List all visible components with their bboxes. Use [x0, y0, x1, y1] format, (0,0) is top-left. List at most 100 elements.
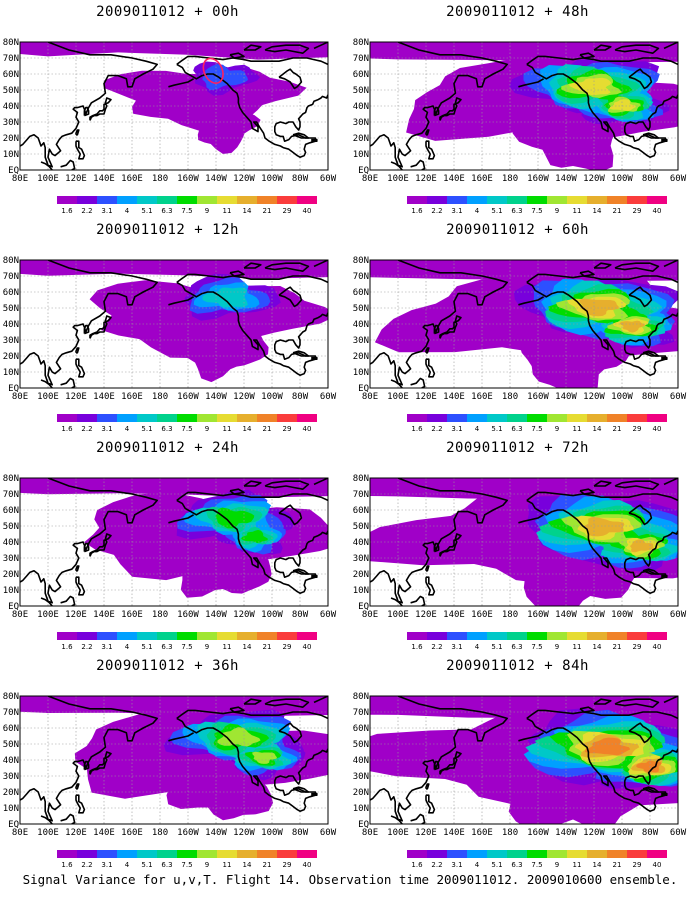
x-tick-label: 80W [292, 392, 309, 402]
x-tick-label: 120W [583, 174, 605, 184]
colorbar-label: 14 [243, 207, 252, 215]
colorbar-swatch [427, 850, 447, 858]
coastline [292, 132, 310, 139]
coastline [83, 106, 90, 117]
coastline [370, 696, 508, 822]
coastline [89, 751, 112, 775]
colorbar-swatch [157, 414, 177, 422]
variance-contour [217, 727, 261, 747]
coastline [425, 783, 430, 790]
y-tick-label: 80N [353, 256, 369, 266]
colorbar-swatch [607, 414, 627, 422]
colorbar-swatch [527, 196, 547, 204]
coastline [642, 132, 660, 139]
panel-title: 2009011012 + 48h [446, 4, 589, 20]
y-tick-label: 70N [3, 272, 19, 282]
coastline [176, 709, 258, 720]
colorbar-label: 7.5 [181, 643, 192, 651]
colorbar-swatch [137, 850, 157, 858]
colorbar-label: 14 [243, 861, 252, 869]
x-tick-label: 120E [65, 392, 87, 402]
y-tick-label: 10N [353, 150, 369, 160]
colorbar-label: 3.1 [101, 207, 112, 215]
colorbar-swatch [627, 196, 647, 204]
coastline [176, 499, 328, 594]
coastline [40, 597, 54, 606]
map-panel: 2009011012 + 00h 80E 100E 120E 140E 160E 180 16… [0, 0, 350, 218]
variance-contour [584, 737, 631, 756]
x-tick-label: 100W [611, 610, 633, 620]
colorbar-swatch [257, 196, 277, 204]
colorbar-label: 4 [475, 425, 480, 433]
coastline [60, 813, 76, 824]
colorbar-swatch [217, 196, 237, 204]
x-tick-label: 100W [261, 174, 283, 184]
x-tick-label: 60W [320, 174, 337, 184]
colorbar-label: 1.6 [411, 861, 423, 869]
variance-contour [241, 529, 268, 544]
coastline [425, 347, 430, 354]
y-tick-label: 60N [3, 288, 19, 298]
coastline [439, 97, 462, 121]
colorbar-swatch [527, 414, 547, 422]
coastline [370, 42, 508, 168]
x-tick-label: 60W [320, 392, 337, 402]
colorbar-swatch [527, 850, 547, 858]
coastline [258, 57, 328, 66]
colorbar-swatch [447, 632, 467, 640]
coastline [425, 565, 430, 572]
x-tick-label: 80E [362, 828, 378, 838]
colorbar-swatch [627, 850, 647, 858]
coastline [608, 275, 678, 284]
x-tick-label: 100E [387, 610, 409, 620]
panel-title: 2009011012 + 36h [96, 658, 239, 674]
colorbar-swatch [177, 196, 197, 204]
colorbar-swatch [487, 196, 507, 204]
colorbar-swatch [277, 196, 297, 204]
y-tick-label: 10N [353, 368, 369, 378]
variance-contour [180, 528, 272, 598]
x-tick-label: 160E [471, 174, 493, 184]
colorbar-swatch [137, 414, 157, 422]
colorbar-label: 21 [263, 643, 272, 651]
variance-contour [215, 507, 255, 529]
colorbar-label: 3.1 [101, 643, 112, 651]
x-tick-label: 180 [152, 610, 168, 620]
colorbar-swatch [407, 196, 427, 204]
coastline [628, 286, 653, 308]
y-tick-label: 10N [3, 586, 19, 596]
coastline [628, 722, 653, 744]
coastline [593, 480, 612, 487]
x-tick-label: 180 [502, 610, 518, 620]
colorbar-label: 5.1 [491, 861, 502, 869]
colorbar-label: 29 [633, 425, 642, 433]
colorbar-label: 29 [283, 861, 292, 869]
colorbar-swatch [197, 850, 217, 858]
colorbar-swatch [117, 632, 137, 640]
y-tick-label: 40N [353, 538, 369, 548]
colorbar-swatch [237, 850, 257, 858]
variance-map: 80E 100E 120E 140E 160E 180 160W 140W 120W 100W 80… [3, 256, 337, 433]
colorbar-label: 40 [303, 425, 312, 433]
colorbar-label: 29 [633, 643, 642, 651]
y-tick-label: 30N [3, 118, 19, 128]
coastline [311, 138, 318, 142]
x-tick-label: 180 [502, 828, 518, 838]
variance-contour [609, 99, 636, 111]
colorbar-swatch [197, 632, 217, 640]
colorbar-label: 11 [573, 425, 582, 433]
y-tick-label: 80N [3, 38, 19, 48]
coastline [20, 696, 158, 822]
colorbar-label: 1.6 [61, 425, 73, 433]
colorbar-label: 2.2 [431, 207, 442, 215]
colorbar-label: 7.5 [531, 425, 542, 433]
colorbar-swatch [77, 850, 97, 858]
coastline [526, 273, 608, 284]
y-tick-label: 40N [353, 320, 369, 330]
x-tick-label: 140E [443, 828, 465, 838]
colorbar-swatch [57, 632, 77, 640]
x-tick-label: 80W [642, 610, 659, 620]
colorbar-swatch [77, 632, 97, 640]
coastline [264, 480, 310, 491]
x-tick-label: 120E [415, 610, 437, 620]
